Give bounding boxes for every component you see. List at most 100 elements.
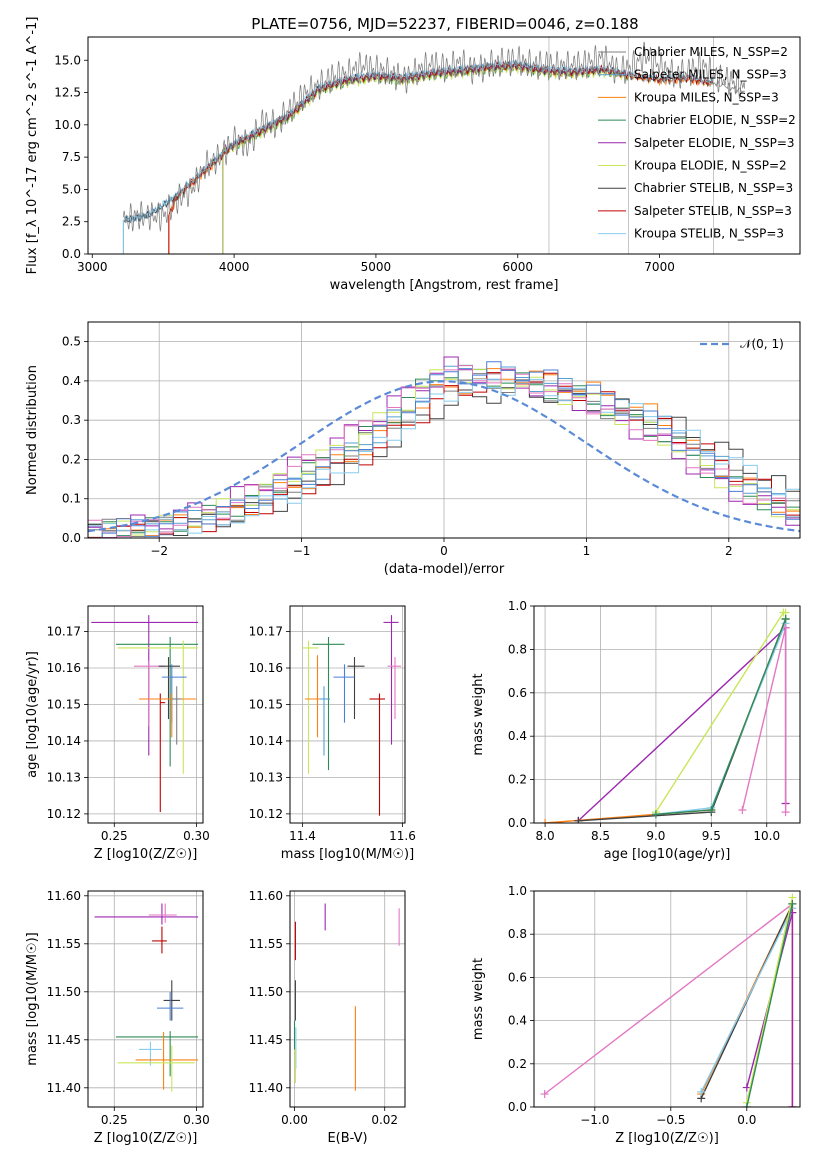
model-line-6 [123, 60, 714, 223]
y-tick-label: 10.17 [47, 625, 81, 639]
x-axis-label: Z [log10(Z/Z☉)] [615, 1131, 719, 1146]
x-axis-label: (data-model)/error [384, 562, 505, 577]
legend-label: 𝒩(0, 1) [740, 337, 784, 351]
axes-frame [289, 605, 406, 824]
y-tick-label: 0.4 [62, 374, 81, 388]
y-tick-label: 10.15 [249, 697, 283, 711]
axes-frame [87, 605, 204, 824]
axes-frame [87, 890, 204, 1108]
histogram-6 [88, 380, 800, 538]
plots-layer: 3000 4000 5000 6000 70000.02.55.07.510.012.5… [25, 17, 801, 1146]
x-axis-label: Z [log10(Z/Z☉)] [94, 847, 198, 862]
plot-area [91, 615, 199, 813]
y-tick-label: 10.16 [249, 661, 283, 675]
x-tick-label: 2 [725, 544, 733, 558]
x-tick-label: 0.30 [183, 1113, 210, 1127]
x-tick-label: −1 [293, 544, 311, 558]
y-tick-label: 10.0 [54, 118, 81, 132]
legend-label: Salpeter ELODIE, N_SSP=3 [634, 136, 795, 150]
y-tick-label: 0.2 [62, 452, 81, 466]
model-line-5 [222, 65, 629, 155]
axes-frame [87, 36, 801, 255]
y-axis-label: mass weight [471, 958, 486, 1040]
y-axis-label: mass weight [471, 673, 486, 755]
x-tick-label: 8.0 [536, 829, 555, 843]
axes-frame [533, 890, 801, 1108]
y-tick-label: 11.55 [47, 937, 81, 951]
weight-line-5 [746, 897, 794, 1103]
legend-label: Salpeter STELIB, N_SSP=3 [634, 204, 792, 218]
x-tick-label: −2 [150, 544, 168, 558]
x-axis-label: Z [log10(Z/Z☉)] [94, 1131, 198, 1146]
x-tick-label: 0.00 [281, 1113, 308, 1127]
x-tick-label: 0.25 [101, 829, 128, 843]
axes-frame [87, 321, 801, 539]
y-tick-label: 0.0 [62, 247, 81, 261]
x-tick-label: 9.0 [646, 829, 665, 843]
y-tick-label: 11.40 [47, 1081, 81, 1095]
legend-label: Kroupa STELIB, N_SSP=3 [634, 227, 784, 241]
x-tick-label: 11.4 [289, 829, 316, 843]
y-tick-label: 10.14 [249, 734, 283, 748]
x-tick-label: 3000 [77, 260, 108, 274]
histogram-10 [88, 361, 800, 538]
x-tick-label: 7000 [644, 260, 675, 274]
weight-line-6 [746, 903, 794, 1107]
axes-mass-weight-vs-Z: −1.0 −0.5 0.0 0.0 0.2 0.4 0.6 0.8 1.0 Z [log10(Z/… [471, 884, 801, 1146]
y-tick-label: 15.0 [54, 53, 81, 67]
plot-area [541, 608, 790, 823]
weight-marker [738, 805, 747, 814]
normal-curve [88, 380, 800, 533]
axes-spectrum: 3000 4000 5000 6000 7000 0.0 2.5 5.0 7.5 10.0 12.5… [25, 17, 801, 293]
y-tick-label: 10.14 [47, 734, 81, 748]
plot-area [302, 615, 401, 816]
x-tick-label: 10.0 [753, 829, 780, 843]
y-tick-label: 10.12 [47, 807, 81, 821]
y-axis-label: mass [log10(M/M☉)] [25, 932, 40, 1065]
y-tick-label: 10.15 [47, 697, 81, 711]
weight-marker [781, 615, 790, 624]
x-axis-label: age [log10(age/yr)] [604, 847, 731, 862]
weight-marker [541, 819, 550, 823]
x-tick-label: −0.5 [656, 1113, 685, 1127]
legend: Chabrier MILES, N_SSP=2 Salpeter MILES, N… [598, 45, 796, 241]
plot-area [88, 356, 800, 538]
y-tick-label: 0.2 [508, 773, 527, 787]
axes-frame [289, 890, 406, 1108]
y-tick-label: 11.45 [47, 1033, 81, 1047]
y-tick-label: 7.5 [62, 150, 81, 164]
y-tick-label: 0.5 [62, 335, 81, 349]
legend-label: Salpeter MILES, N_SSP=3 [634, 68, 787, 82]
model-line-8 [123, 59, 714, 224]
y-tick-label: 10.16 [47, 661, 81, 675]
y-tick-label: 11.55 [249, 937, 283, 951]
x-axis-label: mass [log10(M/M☉)] [281, 847, 414, 862]
axes-mass-vs-ebv: 0.00 0.02 11.40 11.45 11.50 11.55 11.60 E(B-V) [249, 889, 406, 1146]
weight-marker [697, 1087, 706, 1096]
histogram-8 [88, 378, 800, 538]
model-line-1 [123, 59, 604, 224]
y-tick-label: 2.5 [62, 215, 81, 229]
y-axis-label: Flux [f_λ 10^-17 erg cm^-2 s^-1 A^-1] [25, 17, 40, 275]
axes-mass-vs-Z: 0.25 0.30 11.40 11.45 11.50 11.55 11.60 Z [log1… [25, 889, 210, 1146]
y-tick-label: 1.0 [508, 599, 527, 613]
axes-age-vs-mass: 11.4 11.6 10.12 10.13 10.14 10.15 10.16 10.17 ma… [249, 605, 416, 862]
y-tick-label: 0.6 [508, 970, 527, 984]
weight-marker [540, 1090, 549, 1099]
weight-line-6 [655, 618, 787, 815]
y-tick-label: 0.8 [508, 642, 527, 656]
legend-label: Kroupa MILES, N_SSP=3 [634, 90, 779, 104]
y-axis-label: Normed distribution [25, 365, 40, 495]
x-tick-label: −1.0 [580, 1113, 609, 1127]
x-axis-label: E(B-V) [327, 1131, 367, 1146]
weight-marker [742, 1103, 751, 1107]
y-tick-label: 0.8 [508, 927, 527, 941]
y-tick-label: 0.0 [62, 531, 81, 545]
figure-title: PLATE=0756, MJD=52237, FIBERID=0046, z=0… [251, 15, 638, 33]
y-tick-label: 0.0 [508, 1100, 527, 1114]
y-tick-label: 1.0 [508, 884, 527, 898]
x-tick-label: 9.5 [702, 829, 721, 843]
x-tick-label: 1 [583, 544, 591, 558]
y-tick-label: 11.60 [249, 889, 283, 903]
